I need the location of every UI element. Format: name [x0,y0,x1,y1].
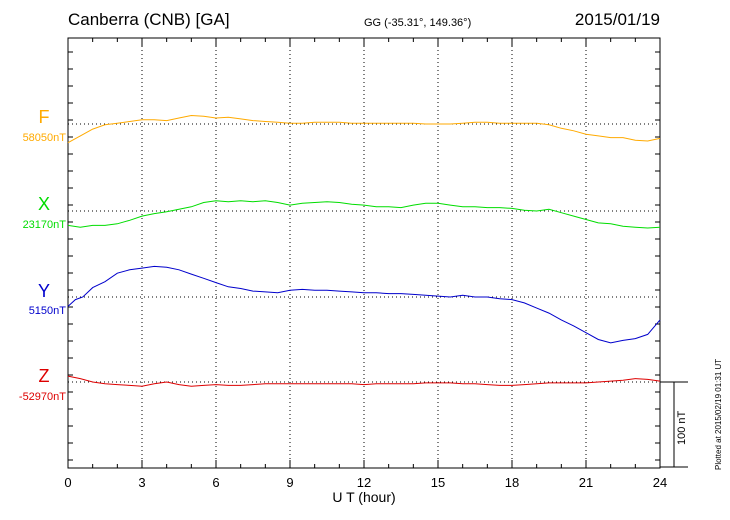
geographic-coordinates: GG (-35.31°, 149.36°) [364,17,472,29]
x-tick-label: 24 [653,475,667,490]
component-baseline-value-y: 5150nT [28,305,66,317]
plotted-timestamp: Plotted at 2015/02/19 01:31 UT [714,358,723,470]
series-line-f [67,114,661,144]
component-baseline-value-x: 23170nT [22,219,66,231]
x-tick-label: 6 [212,475,219,490]
component-label-x: X [37,194,50,214]
series-line-x [67,200,661,229]
station-title: Canberra (CNB) [GA] [68,10,230,29]
x-tick-label: 9 [286,475,293,490]
series-line-z [67,375,661,387]
component-label-y: Y [37,281,50,301]
chart-date: 2015/01/19 [574,10,660,29]
x-tick-label: 21 [579,475,593,490]
x-axis-label: U T (hour) [332,489,396,505]
scale-bar-label: 100 nT [676,410,688,445]
component-label-f: F [38,107,50,127]
component-label-z: Z [38,366,50,386]
x-tick-label: 0 [64,475,71,490]
x-tick-label: 18 [505,475,519,490]
x-tick-label: 3 [138,475,145,490]
x-tick-label: 15 [431,475,445,490]
series-line-y [67,265,661,344]
x-tick-label: 12 [357,475,371,490]
component-baseline-value-z: -52970nT [18,391,66,403]
component-baseline-value-f: 58050nT [22,132,66,144]
